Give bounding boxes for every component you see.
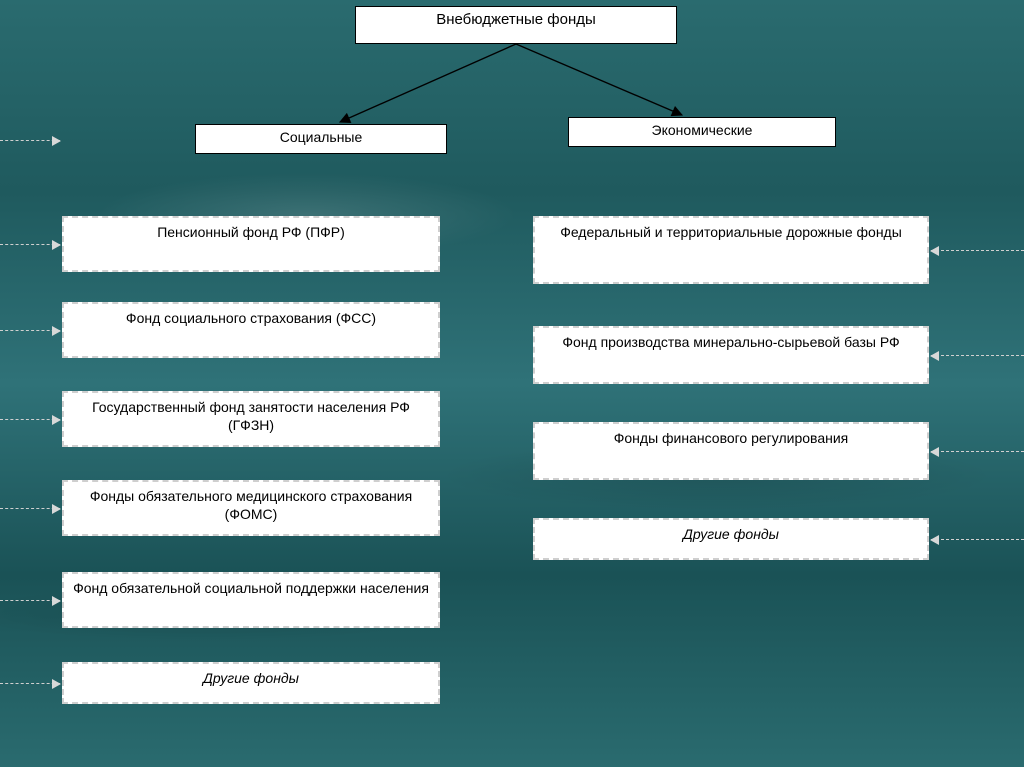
stub-arrow-left bbox=[0, 244, 60, 245]
category-label: Социальные bbox=[280, 129, 363, 145]
root-node: Внебюджетные фонды bbox=[355, 6, 677, 44]
social-item: Фонд социального страхования (ФСС) bbox=[62, 302, 440, 358]
stub-arrow-left bbox=[0, 508, 60, 509]
category-social: Социальные bbox=[195, 124, 447, 154]
stub-arrow-right bbox=[931, 451, 1024, 452]
social-item: Фонды обязательного медицинского страхов… bbox=[62, 480, 440, 536]
item-label: Пенсионный фонд РФ (ПФР) bbox=[157, 224, 345, 242]
item-label: Другие фонды bbox=[683, 526, 779, 544]
stub-arrow-left bbox=[0, 419, 60, 420]
social-item: Пенсионный фонд РФ (ПФР) bbox=[62, 216, 440, 272]
economic-item: Фонды финансового регулирования bbox=[533, 422, 929, 480]
item-label: Государственный фонд занятости населения… bbox=[72, 399, 430, 434]
economic-item-other: Другие фонды bbox=[533, 518, 929, 560]
category-economic: Экономические bbox=[568, 117, 836, 147]
economic-item: Фонд производства минерально-сырьевой ба… bbox=[533, 326, 929, 384]
stub-arrow-left bbox=[0, 600, 60, 601]
root-label: Внебюджетные фонды bbox=[436, 11, 596, 28]
economic-item: Федеральный и территориальные дорожные ф… bbox=[533, 216, 929, 284]
stub-arrow-right bbox=[931, 250, 1024, 251]
stub-arrow-left bbox=[0, 683, 60, 684]
item-label: Фонды финансового регулирования bbox=[614, 430, 849, 448]
social-item-other: Другие фонды bbox=[62, 662, 440, 704]
item-label: Фонд обязательной социальной поддержки н… bbox=[73, 580, 429, 598]
social-item: Фонд обязательной социальной поддержки н… bbox=[62, 572, 440, 628]
item-label: Другие фонды bbox=[203, 670, 299, 688]
stub-arrow-right bbox=[931, 355, 1024, 356]
item-label: Фонд социального страхования (ФСС) bbox=[126, 310, 376, 328]
stub-arrow-right bbox=[931, 539, 1024, 540]
category-label: Экономические bbox=[652, 122, 753, 138]
item-label: Фонды обязательного медицинского страхов… bbox=[72, 488, 430, 523]
item-label: Фонд производства минерально-сырьевой ба… bbox=[562, 334, 899, 352]
item-label: Федеральный и территориальные дорожные ф… bbox=[560, 224, 902, 242]
stub-arrow-left bbox=[0, 140, 60, 141]
stub-arrow-left bbox=[0, 330, 60, 331]
social-item: Государственный фонд занятости населения… bbox=[62, 391, 440, 447]
